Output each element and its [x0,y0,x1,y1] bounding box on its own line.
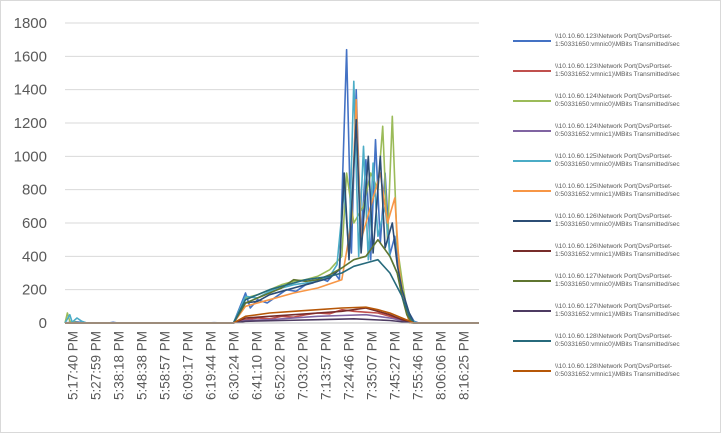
series-line-12 [65,306,479,324]
y-tick-label: 1200 [14,115,47,132]
x-tick-label: 5:27:59 PM [89,331,104,400]
legend-label-8: \\10.10.60.126\Network Port(DvsPortset-1… [555,243,680,258]
x-tick-label: 8:16:25 PM [457,331,472,400]
legend-label-12: \\10.10.60.128\Network Port(DvsPortset-0… [555,363,680,378]
y-tick-label: 1600 [14,48,47,65]
legend-label-9: \\10.10.60.127\Network Port(DvsPortset-1… [555,273,680,288]
x-tick-label: 7:55:46 PM [411,331,426,400]
series-line-5 [64,80,479,324]
x-tick-label: 8:06:06 PM [434,331,449,400]
x-tick-label: 7:45:27 PM [388,331,403,400]
y-tick-label: 600 [22,215,47,232]
x-tick-label: 7:35:07 PM [365,331,380,400]
x-tick-label: 6:09:17 PM [181,331,196,400]
y-tick-label: 800 [22,182,47,199]
x-tick-label: 6:41:10 PM [250,331,265,400]
x-tick-label: 6:52:02 PM [273,331,288,400]
x-tick-label: 6:19:44 PM [204,331,219,400]
legend-label-2: \\10.10.60.123\Network Port(DvsPortset-1… [555,63,680,78]
legend-label-11: \\10.10.60.128\Network Port(DvsPortset-0… [555,333,680,348]
series-line-11 [65,258,479,324]
x-tick-label: 7:13:57 PM [319,331,334,400]
y-tick-label: 200 [22,282,47,299]
legend-label-1: \\10.10.60.123\Network Port(DvsPortset-1… [555,33,680,48]
series-line-9 [65,238,479,324]
legend-label-7: \\10.10.60.126\Network Port(DvsPortset-1… [555,213,680,228]
legend-label-3: \\10.10.60.124\Network Port(DvsPortset-0… [555,93,680,108]
x-tick-label: 5:38:18 PM [112,331,127,400]
x-tick-label: 7:24:46 PM [342,331,357,400]
legend-label-5: \\10.10.60.125\Network Port(DvsPortset-0… [555,153,680,168]
legend-label-4: \\10.10.60.124\Network Port(DvsPortset-0… [555,123,680,138]
x-tick-label: 5:58:57 PM [158,331,173,400]
legend-label-6: \\10.10.60.125\Network Port(DvsPortset-0… [555,183,680,198]
y-tick-label: 1400 [14,82,47,99]
legend-label-10: \\10.10.60.127\Network Port(DvsPortset-1… [555,303,680,318]
series-line-1 [64,48,479,324]
y-tick-label: 1800 [14,15,47,32]
y-tick-label: 0 [39,315,47,332]
x-tick-label: 7:03:02 PM [296,331,311,400]
x-tick-label: 6:30:24 PM [227,331,242,400]
x-tick-label: 5:17:40 PM [66,331,81,400]
y-tick-label: 400 [22,248,47,265]
x-tick-label: 5:48:38 PM [135,331,150,400]
series-line-7 [65,118,479,324]
y-tick-label: 1000 [14,148,47,165]
